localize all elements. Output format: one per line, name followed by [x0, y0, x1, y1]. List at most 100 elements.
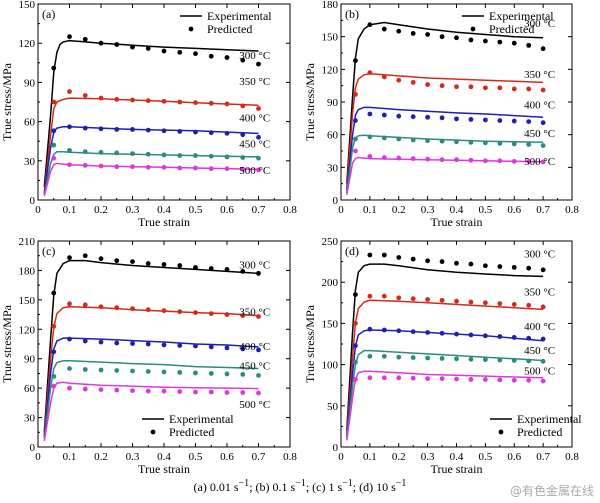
y-tick-label: 120: [19, 324, 36, 336]
experimental-curve: [346, 349, 544, 439]
predicted-point: [454, 35, 459, 41]
predicted-point: [353, 118, 358, 123]
predicted-point: [439, 138, 445, 144]
predicted-point: [381, 135, 387, 141]
panel-label: (a): [42, 7, 55, 21]
caption-part-b: ; (b) 0.1 s: [249, 480, 296, 494]
temperature-label: 400 °C: [524, 100, 555, 112]
predicted-point: [130, 44, 135, 50]
predicted-point: [67, 385, 72, 391]
y-tick-label: 30: [24, 156, 36, 168]
predicted-point: [67, 124, 72, 130]
predicted-point: [114, 164, 120, 170]
panel-label: (c): [42, 244, 55, 258]
predicted-point: [497, 301, 503, 307]
predicted-point: [208, 311, 214, 316]
x-axis-title: True strain: [138, 215, 190, 229]
y-axis-title: True stress/MPa: [303, 304, 317, 383]
predicted-point: [193, 343, 198, 349]
predicted-point: [224, 390, 230, 395]
predicted-point: [145, 307, 151, 313]
predicted-point: [482, 357, 488, 363]
temperature-label: 300 °C: [239, 259, 270, 271]
experimental-curve: [346, 299, 544, 435]
predicted-point: [410, 80, 416, 85]
predicted-point: [367, 375, 373, 381]
predicted-point: [540, 87, 546, 93]
x-tick-label: 0.8: [283, 451, 297, 463]
x-tick-label: 0.6: [507, 451, 521, 463]
predicted-point: [82, 36, 88, 42]
predicted-point: [396, 113, 402, 119]
predicted-point: [67, 301, 72, 307]
predicted-point: [396, 375, 402, 381]
x-tick-label: 0.3: [421, 204, 435, 216]
predicted-point: [468, 356, 474, 362]
predicted-point: [367, 154, 373, 159]
predicted-point: [353, 321, 358, 326]
y-tick-label: 0: [30, 442, 36, 454]
predicted-point: [526, 119, 532, 124]
predicted-point: [526, 158, 532, 164]
predicted-point: [114, 150, 120, 156]
predicted-point: [410, 296, 416, 302]
predicted-point: [161, 98, 167, 104]
x-tick-label: 0.3: [421, 451, 435, 463]
predicted-point: [240, 313, 246, 318]
predicted-point: [381, 353, 387, 359]
predicted-point: [98, 304, 104, 310]
x-tick-label: 0.8: [283, 204, 297, 216]
predicted-point: [130, 388, 135, 393]
predicted-point: [381, 293, 387, 299]
figure-caption: (a) 0.01 s−1; (b) 0.1 s−1; (c) 1 s−1; (d…: [0, 478, 600, 495]
predicted-point: [396, 295, 402, 301]
legend-experimental: Experimental: [517, 412, 582, 426]
x-tick-label: 0.8: [565, 451, 579, 463]
x-tick-label: 0: [338, 451, 344, 463]
y-tick-label: 30: [327, 162, 339, 174]
predicted-point: [396, 155, 402, 161]
predicted-point: [51, 323, 57, 329]
predicted-point: [439, 297, 445, 303]
y-tick-label: 150: [322, 318, 339, 330]
predicted-point: [468, 157, 474, 163]
predicted-point: [98, 126, 104, 132]
predicted-point: [208, 53, 214, 59]
predicted-point: [161, 308, 167, 314]
watermark-text: @有色金属在线: [509, 484, 594, 498]
predicted-point: [256, 314, 261, 319]
predicted-point: [396, 28, 402, 34]
predicted-point: [497, 85, 503, 91]
x-tick-label: 0.7: [536, 204, 550, 216]
experimental-curve: [43, 305, 259, 436]
predicted-point: [256, 372, 261, 378]
predicted-point: [540, 267, 546, 273]
predicted-point: [98, 95, 104, 101]
predicted-point: [51, 290, 57, 296]
predicted-point: [396, 136, 402, 142]
x-tick-label: 0.2: [392, 204, 406, 216]
y-tick-label: 60: [24, 117, 36, 129]
y-tick-label: 0: [30, 195, 36, 207]
predicted-point: [468, 139, 474, 145]
predicted-point: [224, 154, 230, 160]
predicted-point: [256, 167, 261, 173]
predicted-point: [381, 327, 387, 333]
x-tick-label: 0.8: [565, 204, 579, 216]
caption-part-c: ; (c) 1 s: [305, 480, 343, 494]
predicted-point: [240, 103, 246, 109]
predicted-point: [161, 369, 167, 375]
x-tick-label: 0.4: [157, 204, 171, 216]
y-tick-label: 50: [327, 401, 339, 413]
predicted-point: [526, 358, 532, 364]
x-tick-label: 0.5: [189, 451, 203, 463]
predicted-point: [454, 260, 459, 266]
temperature-label: 500 °C: [524, 156, 555, 168]
predicted-point: [454, 331, 459, 337]
predicted-point: [208, 130, 214, 136]
predicted-point: [240, 372, 246, 377]
temperature-label: 300 °C: [524, 18, 555, 30]
predicted-point: [208, 371, 214, 376]
predicted-point: [482, 377, 488, 382]
predicted-point: [51, 349, 57, 355]
